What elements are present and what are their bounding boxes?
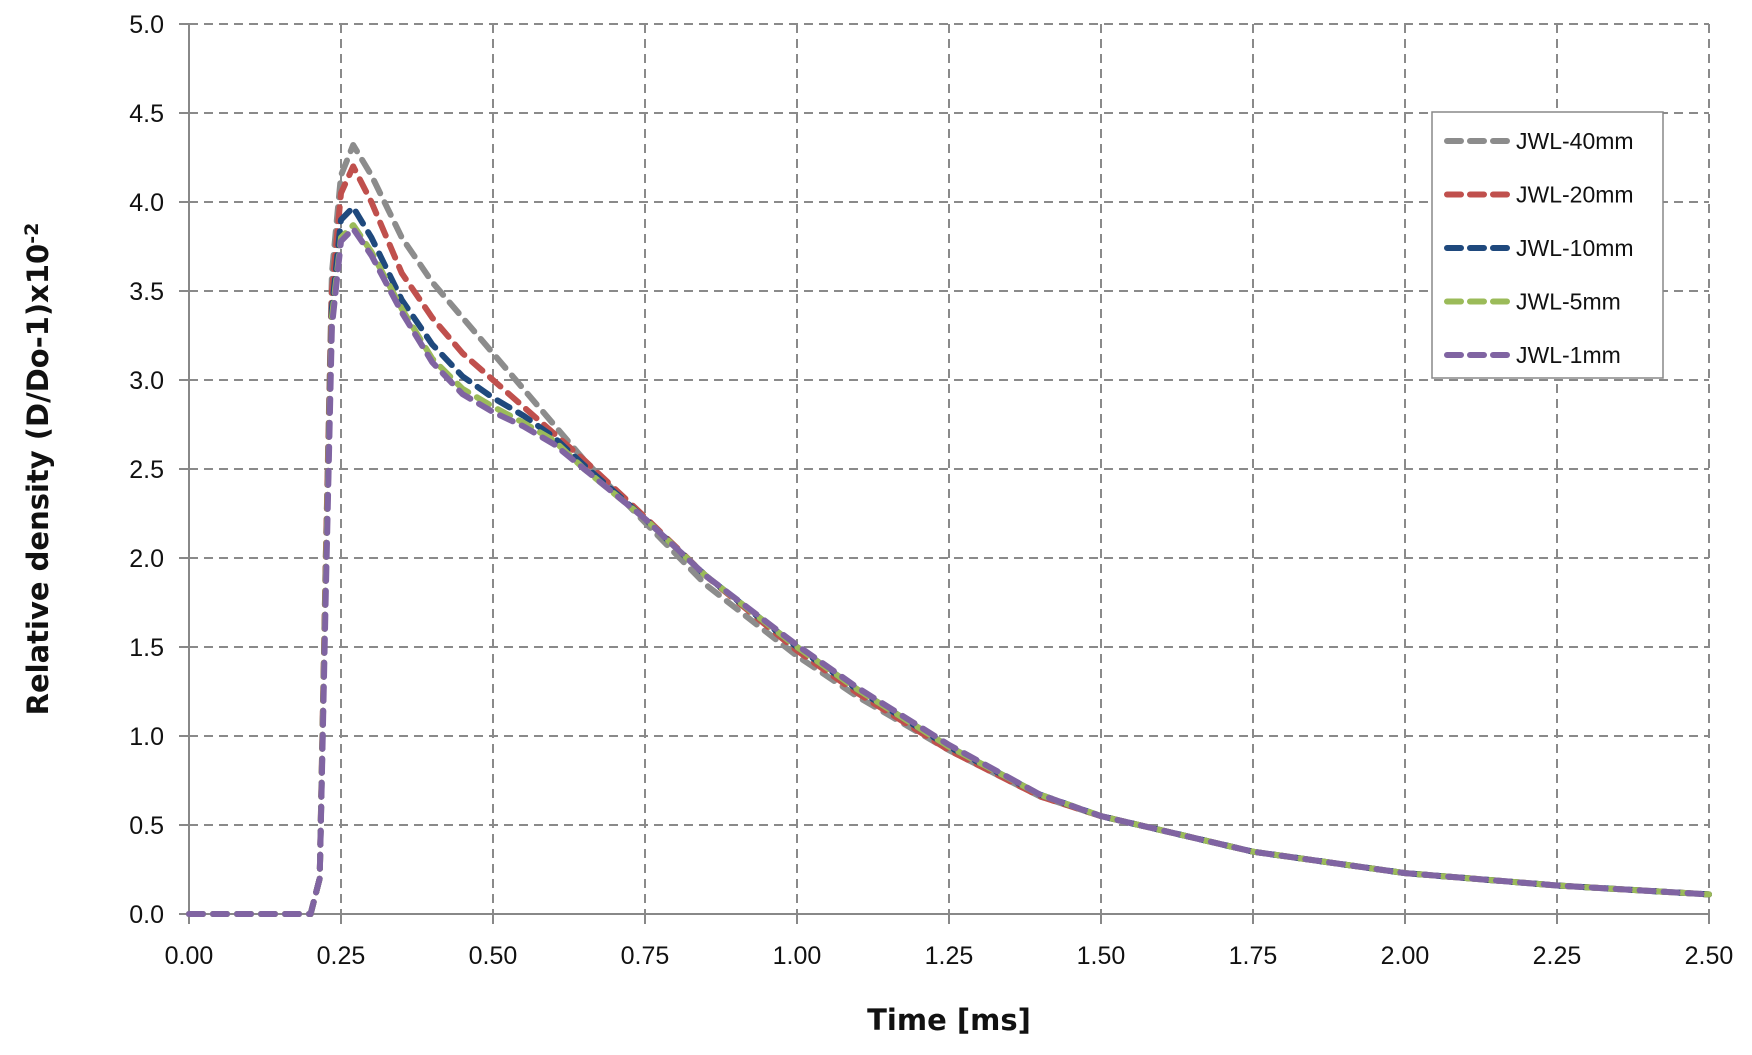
x-tick-label: 2.25 — [1533, 942, 1582, 970]
legend: JWL-40mm JWL-20mm JWL-10mm JWL-5mm JWL-1mm — [1431, 111, 1664, 379]
x-tick-label: 2.00 — [1381, 942, 1430, 970]
x-tick-label: 1.75 — [1229, 942, 1278, 970]
y-axis-label: Relative density (D/Do-1)x10-2 — [21, 223, 55, 716]
y-tick-label: 0.0 — [129, 901, 164, 929]
legend-label: JWL-10mm — [1516, 235, 1634, 261]
y-tick-label: 2.5 — [129, 456, 164, 484]
x-tick-label: 0.75 — [621, 942, 670, 970]
x-tick-label: 0.25 — [317, 942, 366, 970]
x-tick-label: 0.00 — [165, 942, 214, 970]
y-tick-label: 3.5 — [129, 278, 164, 306]
tick-labels: 0.0 0.5 1.0 1.5 2.0 2.5 3.0 3.5 4.0 4.5 5.0 0.00 0.2… — [129, 11, 1733, 970]
y-tick-label: 0.5 — [129, 812, 164, 840]
series-lines — [186, 142, 1712, 917]
legend-label: JWL-20mm — [1516, 182, 1634, 208]
legend-label: JWL-5mm — [1516, 289, 1621, 315]
y-tick-label: 1.0 — [129, 723, 164, 751]
y-tick-label: 2.0 — [129, 545, 164, 573]
y-axis-label-exponent: -2 — [21, 223, 43, 244]
y-tick-label: 4.0 — [129, 189, 164, 217]
legend-label: JWL-40mm — [1516, 128, 1634, 154]
y-axis-label-text: Relative density (D/Do-1)x10 — [21, 244, 55, 716]
x-tick-label: 1.00 — [773, 942, 822, 970]
axes — [179, 23, 1710, 924]
x-tick-label: 1.50 — [1077, 942, 1126, 970]
y-tick-label: 3.0 — [129, 367, 164, 395]
x-axis-label: Time [ms] — [867, 1003, 1031, 1037]
x-tick-label: 2.50 — [1685, 942, 1734, 970]
legend-label: JWL-1mm — [1516, 342, 1621, 368]
y-tick-label: 1.5 — [129, 634, 164, 662]
x-tick-label: 1.25 — [925, 942, 974, 970]
series-line-jwl-1mm — [186, 225, 1712, 917]
x-tick-label: 0.50 — [469, 942, 518, 970]
y-tick-label: 5.0 — [129, 11, 164, 39]
y-tick-label: 4.5 — [129, 100, 164, 128]
